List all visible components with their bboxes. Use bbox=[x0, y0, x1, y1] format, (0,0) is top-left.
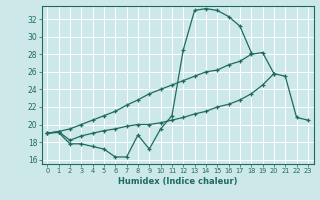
X-axis label: Humidex (Indice chaleur): Humidex (Indice chaleur) bbox=[118, 177, 237, 186]
